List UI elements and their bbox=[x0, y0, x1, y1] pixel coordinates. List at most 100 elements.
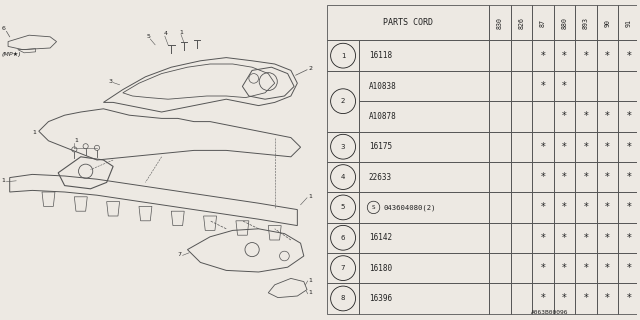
Bar bbox=[554, 223, 575, 253]
Bar bbox=[532, 283, 554, 314]
Bar bbox=[575, 192, 597, 223]
Bar bbox=[554, 41, 575, 71]
Text: *: * bbox=[541, 142, 545, 152]
Text: *: * bbox=[605, 172, 610, 182]
Text: *: * bbox=[627, 172, 631, 182]
Text: 830: 830 bbox=[497, 17, 503, 29]
Text: 87: 87 bbox=[540, 19, 546, 27]
Text: 1: 1 bbox=[32, 131, 36, 135]
Bar bbox=[532, 132, 554, 162]
Text: 7: 7 bbox=[178, 252, 182, 257]
Text: *: * bbox=[584, 172, 588, 182]
Bar bbox=[326, 71, 360, 132]
Bar bbox=[597, 5, 618, 41]
Text: *: * bbox=[562, 81, 567, 91]
Text: *: * bbox=[584, 233, 588, 243]
Text: 4: 4 bbox=[341, 174, 345, 180]
Bar bbox=[597, 101, 618, 132]
Bar bbox=[575, 283, 597, 314]
Text: *: * bbox=[584, 263, 588, 273]
Bar bbox=[575, 253, 597, 283]
Text: *: * bbox=[627, 263, 631, 273]
Bar bbox=[575, 71, 597, 101]
Bar bbox=[360, 132, 489, 162]
Bar bbox=[554, 253, 575, 283]
Text: 16142: 16142 bbox=[369, 233, 392, 242]
Text: *: * bbox=[562, 233, 567, 243]
Bar bbox=[597, 253, 618, 283]
Text: *: * bbox=[627, 203, 631, 212]
Text: *: * bbox=[584, 111, 588, 121]
Text: 1: 1 bbox=[341, 53, 346, 59]
Text: *: * bbox=[605, 111, 610, 121]
Bar bbox=[360, 71, 489, 101]
Bar bbox=[360, 253, 489, 283]
Bar bbox=[618, 253, 639, 283]
Bar bbox=[597, 283, 618, 314]
Text: 1: 1 bbox=[308, 194, 312, 199]
Bar bbox=[554, 283, 575, 314]
Text: *: * bbox=[627, 293, 631, 303]
Text: *: * bbox=[541, 293, 545, 303]
Bar bbox=[575, 162, 597, 192]
Bar bbox=[360, 162, 489, 192]
Text: *: * bbox=[541, 172, 545, 182]
Bar bbox=[532, 223, 554, 253]
Bar bbox=[326, 41, 360, 71]
Text: 2: 2 bbox=[341, 98, 345, 104]
Text: *: * bbox=[627, 233, 631, 243]
Text: 5: 5 bbox=[147, 34, 151, 39]
Bar bbox=[575, 101, 597, 132]
Bar bbox=[532, 162, 554, 192]
Bar bbox=[360, 101, 489, 132]
Text: 1: 1 bbox=[74, 138, 78, 143]
Text: (MP★): (MP★) bbox=[2, 52, 21, 57]
Text: 5: 5 bbox=[341, 204, 345, 211]
Bar bbox=[532, 253, 554, 283]
Bar bbox=[532, 5, 554, 41]
Text: A10878: A10878 bbox=[369, 112, 397, 121]
Text: *: * bbox=[627, 51, 631, 61]
Bar bbox=[554, 101, 575, 132]
Bar bbox=[554, 132, 575, 162]
Text: *: * bbox=[562, 172, 567, 182]
Text: 16180: 16180 bbox=[369, 264, 392, 273]
Bar bbox=[511, 192, 532, 223]
Bar bbox=[489, 71, 511, 101]
Text: 16118: 16118 bbox=[369, 51, 392, 60]
Text: 043604080(2): 043604080(2) bbox=[383, 204, 436, 211]
Bar bbox=[597, 192, 618, 223]
Bar bbox=[597, 41, 618, 71]
Text: *: * bbox=[605, 263, 610, 273]
Text: 2: 2 bbox=[308, 67, 313, 71]
Bar bbox=[360, 283, 489, 314]
Bar bbox=[326, 283, 360, 314]
Text: 7: 7 bbox=[341, 265, 346, 271]
Bar bbox=[532, 101, 554, 132]
Bar bbox=[489, 253, 511, 283]
Bar bbox=[511, 223, 532, 253]
Text: *: * bbox=[605, 203, 610, 212]
Bar bbox=[554, 162, 575, 192]
Bar bbox=[360, 223, 489, 253]
Bar bbox=[489, 192, 511, 223]
Text: *: * bbox=[541, 51, 545, 61]
Text: *: * bbox=[605, 51, 610, 61]
Text: 91: 91 bbox=[626, 19, 632, 27]
Bar bbox=[489, 162, 511, 192]
Text: PARTS CORD: PARTS CORD bbox=[383, 18, 433, 27]
Text: *: * bbox=[627, 142, 631, 152]
Bar bbox=[597, 132, 618, 162]
Bar bbox=[489, 283, 511, 314]
Bar bbox=[618, 192, 639, 223]
Bar bbox=[511, 101, 532, 132]
Bar bbox=[554, 5, 575, 41]
Bar bbox=[532, 41, 554, 71]
Text: 8: 8 bbox=[341, 295, 346, 301]
Bar bbox=[511, 283, 532, 314]
Bar bbox=[326, 223, 360, 253]
Bar bbox=[618, 41, 639, 71]
Text: 3: 3 bbox=[341, 144, 346, 150]
Text: 1: 1 bbox=[308, 291, 312, 295]
Text: *: * bbox=[562, 263, 567, 273]
